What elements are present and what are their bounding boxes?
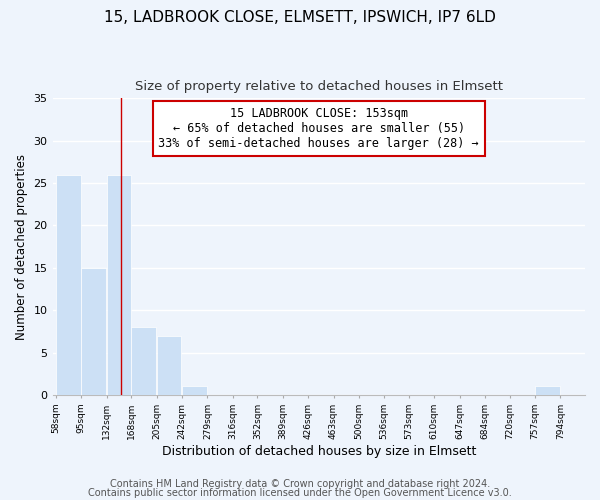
Bar	[82, 268, 106, 395]
Y-axis label: Number of detached properties: Number of detached properties	[15, 154, 28, 340]
Text: Contains HM Land Registry data © Crown copyright and database right 2024.: Contains HM Land Registry data © Crown c…	[110, 479, 490, 489]
Title: Size of property relative to detached houses in Elmsett: Size of property relative to detached ho…	[135, 80, 503, 93]
Bar	[182, 386, 207, 395]
X-axis label: Distribution of detached houses by size in Elmsett: Distribution of detached houses by size …	[161, 444, 476, 458]
Text: 15, LADBROOK CLOSE, ELMSETT, IPSWICH, IP7 6LD: 15, LADBROOK CLOSE, ELMSETT, IPSWICH, IP…	[104, 10, 496, 25]
Bar	[107, 174, 131, 395]
Text: Contains public sector information licensed under the Open Government Licence v3: Contains public sector information licen…	[88, 488, 512, 498]
Bar	[56, 174, 80, 395]
Bar	[131, 327, 156, 395]
Bar	[535, 386, 560, 395]
Bar	[157, 336, 181, 395]
Text: 15 LADBROOK CLOSE: 153sqm
← 65% of detached houses are smaller (55)
33% of semi-: 15 LADBROOK CLOSE: 153sqm ← 65% of detac…	[158, 107, 479, 150]
